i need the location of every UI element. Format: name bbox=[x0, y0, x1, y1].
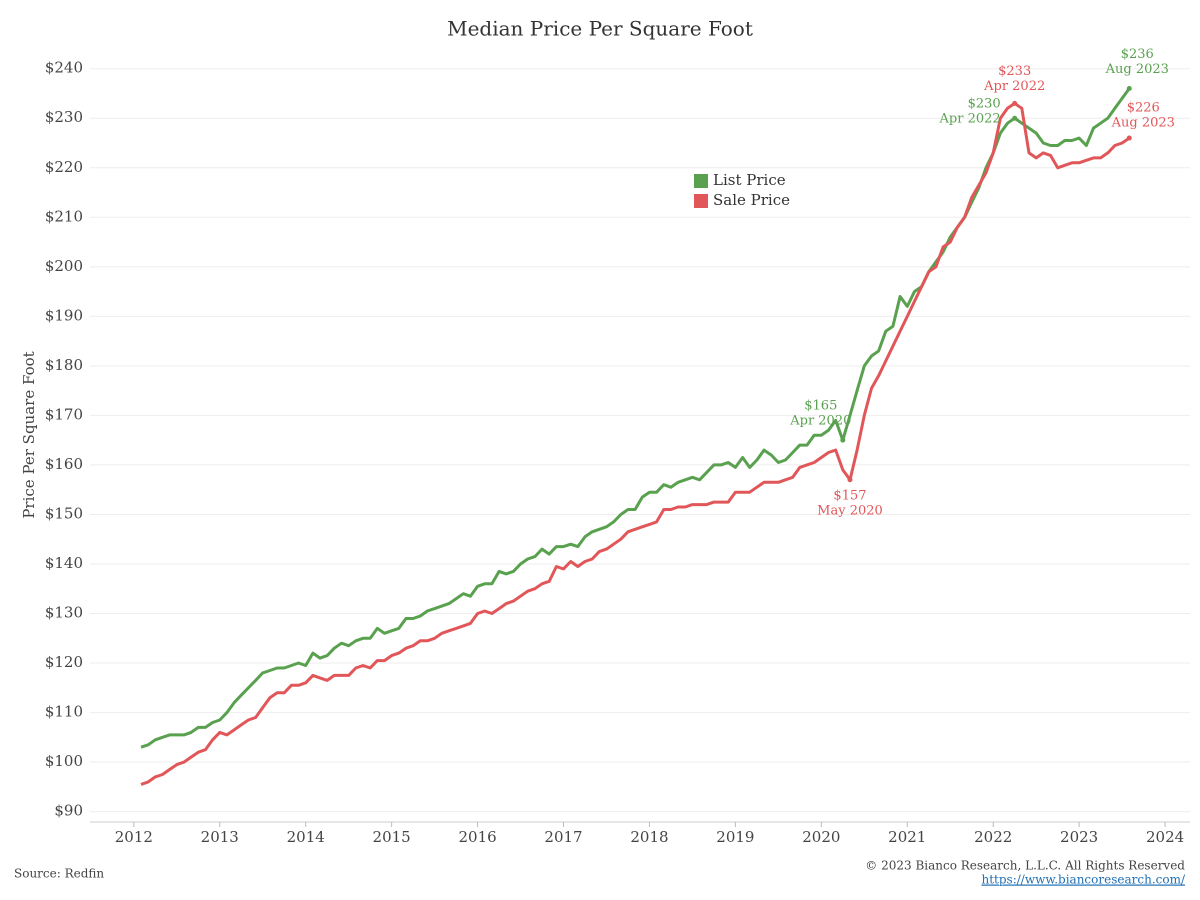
annotation-dot bbox=[847, 477, 853, 483]
legend-label: Sale Price bbox=[713, 191, 790, 209]
series-line bbox=[140, 87, 1131, 749]
y-axis-title: Price Per Square Foot bbox=[20, 351, 38, 518]
annotation-date: Apr 2022 bbox=[983, 79, 1045, 94]
y-tick-label: $100 bbox=[45, 752, 83, 770]
annotation-value: $165 bbox=[804, 399, 837, 414]
annotation-date: May 2020 bbox=[817, 503, 883, 518]
y-tick-label: $130 bbox=[45, 604, 83, 622]
y-tick-label: $210 bbox=[45, 207, 83, 225]
chart-title: Median Price Per Square Foot bbox=[447, 17, 753, 41]
annotation-date: Aug 2023 bbox=[1111, 116, 1175, 131]
x-tick-label: 2012 bbox=[115, 828, 153, 846]
y-tick-label: $190 bbox=[45, 306, 83, 324]
x-tick-label: 2018 bbox=[630, 828, 668, 846]
y-tick-label: $240 bbox=[45, 59, 83, 77]
annotation-value: $236 bbox=[1121, 47, 1154, 62]
x-tick-label: 2019 bbox=[716, 828, 754, 846]
y-tick-label: $220 bbox=[45, 158, 83, 176]
annotation-date: Aug 2023 bbox=[1105, 62, 1169, 77]
x-tick-label: 2015 bbox=[373, 828, 411, 846]
annotation-date: Apr 2020 bbox=[789, 414, 851, 429]
annotation-date: Apr 2022 bbox=[939, 112, 1001, 127]
x-tick-label: 2014 bbox=[287, 828, 325, 846]
y-tick-label: $180 bbox=[45, 356, 83, 374]
x-tick-label: 2024 bbox=[1146, 828, 1184, 846]
source: Source: Redfin bbox=[14, 867, 104, 881]
annotation-dot bbox=[1012, 115, 1018, 121]
annotation-dot bbox=[1126, 86, 1132, 92]
legend-swatch bbox=[694, 194, 708, 208]
annotation-value: $157 bbox=[833, 488, 866, 503]
legend-swatch bbox=[694, 174, 708, 188]
copyright: © 2023 Bianco Research, L.L.C. All Right… bbox=[865, 859, 1185, 873]
y-tick-label: $150 bbox=[45, 504, 83, 522]
y-tick-label: $120 bbox=[45, 653, 83, 671]
x-tick-label: 2023 bbox=[1060, 828, 1098, 846]
annotation-dot bbox=[1012, 100, 1018, 106]
y-tick-label: $170 bbox=[45, 405, 83, 423]
x-tick-label: 2013 bbox=[201, 828, 239, 846]
y-tick-label: $160 bbox=[45, 455, 83, 473]
annotation-value: $230 bbox=[968, 97, 1001, 112]
y-tick-label: $140 bbox=[45, 554, 83, 572]
legend-label: List Price bbox=[713, 171, 786, 189]
annotation-dot bbox=[840, 437, 846, 443]
annotation-value: $226 bbox=[1127, 101, 1160, 116]
x-tick-label: 2022 bbox=[974, 828, 1012, 846]
annotation-dot bbox=[1126, 135, 1132, 141]
x-tick-label: 2021 bbox=[888, 828, 926, 846]
x-tick-label: 2017 bbox=[544, 828, 582, 846]
y-tick-label: $230 bbox=[45, 108, 83, 126]
series-line bbox=[140, 101, 1131, 786]
link[interactable]: https://www.biancoresearch.com/ bbox=[981, 873, 1185, 887]
x-tick-label: 2016 bbox=[458, 828, 496, 846]
annotation-value: $233 bbox=[998, 64, 1031, 79]
y-tick-label: $200 bbox=[45, 257, 83, 275]
url[interactable]: https://www.biancoresearch.com/ bbox=[981, 873, 1185, 887]
y-tick-label: $90 bbox=[54, 802, 83, 820]
x-tick-label: 2020 bbox=[802, 828, 840, 846]
y-tick-label: $110 bbox=[45, 703, 83, 721]
